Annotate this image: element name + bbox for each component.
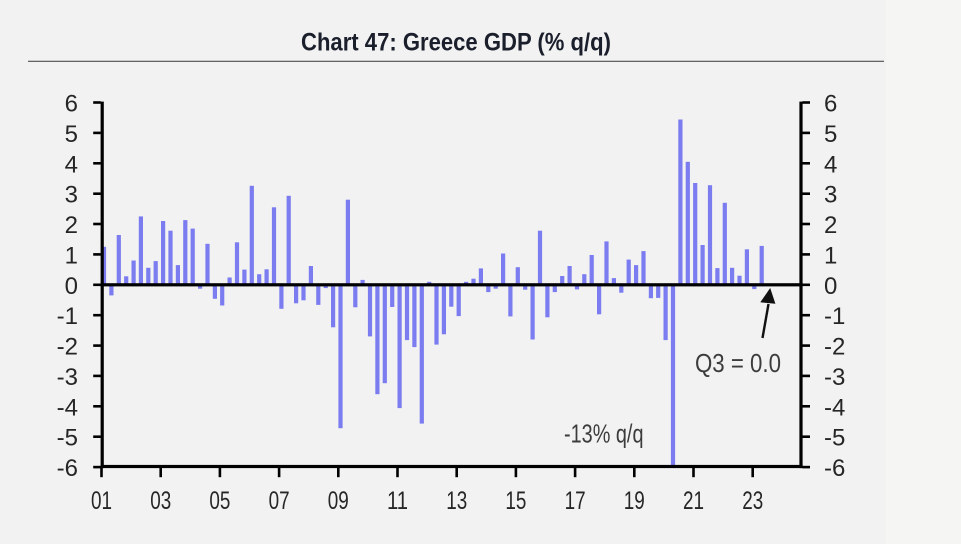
svg-text:3: 3 — [65, 182, 78, 209]
svg-text:-2: -2 — [57, 334, 78, 361]
svg-text:-13% q/q: -13% q/q — [564, 419, 644, 449]
svg-text:-2: -2 — [824, 334, 845, 361]
svg-text:6: 6 — [65, 91, 78, 118]
svg-text:5: 5 — [824, 121, 837, 148]
svg-text:2: 2 — [824, 212, 837, 239]
svg-text:23: 23 — [742, 487, 763, 515]
svg-text:-5: -5 — [824, 425, 845, 452]
svg-text:-4: -4 — [57, 394, 78, 421]
svg-text:19: 19 — [624, 487, 645, 515]
svg-text:-3: -3 — [57, 364, 78, 391]
svg-text:1: 1 — [824, 242, 837, 269]
svg-text:07: 07 — [269, 487, 290, 515]
svg-text:4: 4 — [824, 151, 837, 178]
svg-text:-1: -1 — [824, 303, 845, 330]
svg-text:05: 05 — [209, 487, 230, 515]
svg-text:-6: -6 — [57, 455, 78, 482]
svg-text:-5: -5 — [57, 425, 78, 452]
svg-text:Chart 47: Greece GDP (% q/q): Chart 47: Greece GDP (% q/q) — [301, 29, 611, 57]
svg-text:01: 01 — [91, 487, 112, 515]
svg-text:2: 2 — [65, 212, 78, 239]
svg-text:-1: -1 — [57, 303, 78, 330]
svg-text:0: 0 — [824, 273, 837, 300]
svg-text:09: 09 — [328, 487, 349, 515]
svg-text:1: 1 — [65, 242, 78, 269]
svg-text:5: 5 — [65, 121, 78, 148]
svg-text:4: 4 — [65, 151, 78, 178]
svg-text:21: 21 — [683, 487, 704, 515]
svg-text:3: 3 — [824, 182, 837, 209]
svg-text:-3: -3 — [824, 364, 845, 391]
svg-text:6: 6 — [824, 91, 837, 118]
svg-text:03: 03 — [150, 487, 171, 515]
svg-text:0: 0 — [65, 273, 78, 300]
svg-text:13: 13 — [446, 487, 467, 515]
svg-text:17: 17 — [565, 487, 586, 515]
svg-text:-4: -4 — [824, 394, 845, 421]
svg-text:Q3 = 0.0: Q3 = 0.0 — [695, 348, 781, 378]
svg-text:11: 11 — [387, 487, 408, 515]
svg-text:-6: -6 — [824, 455, 845, 482]
svg-text:15: 15 — [505, 487, 526, 515]
